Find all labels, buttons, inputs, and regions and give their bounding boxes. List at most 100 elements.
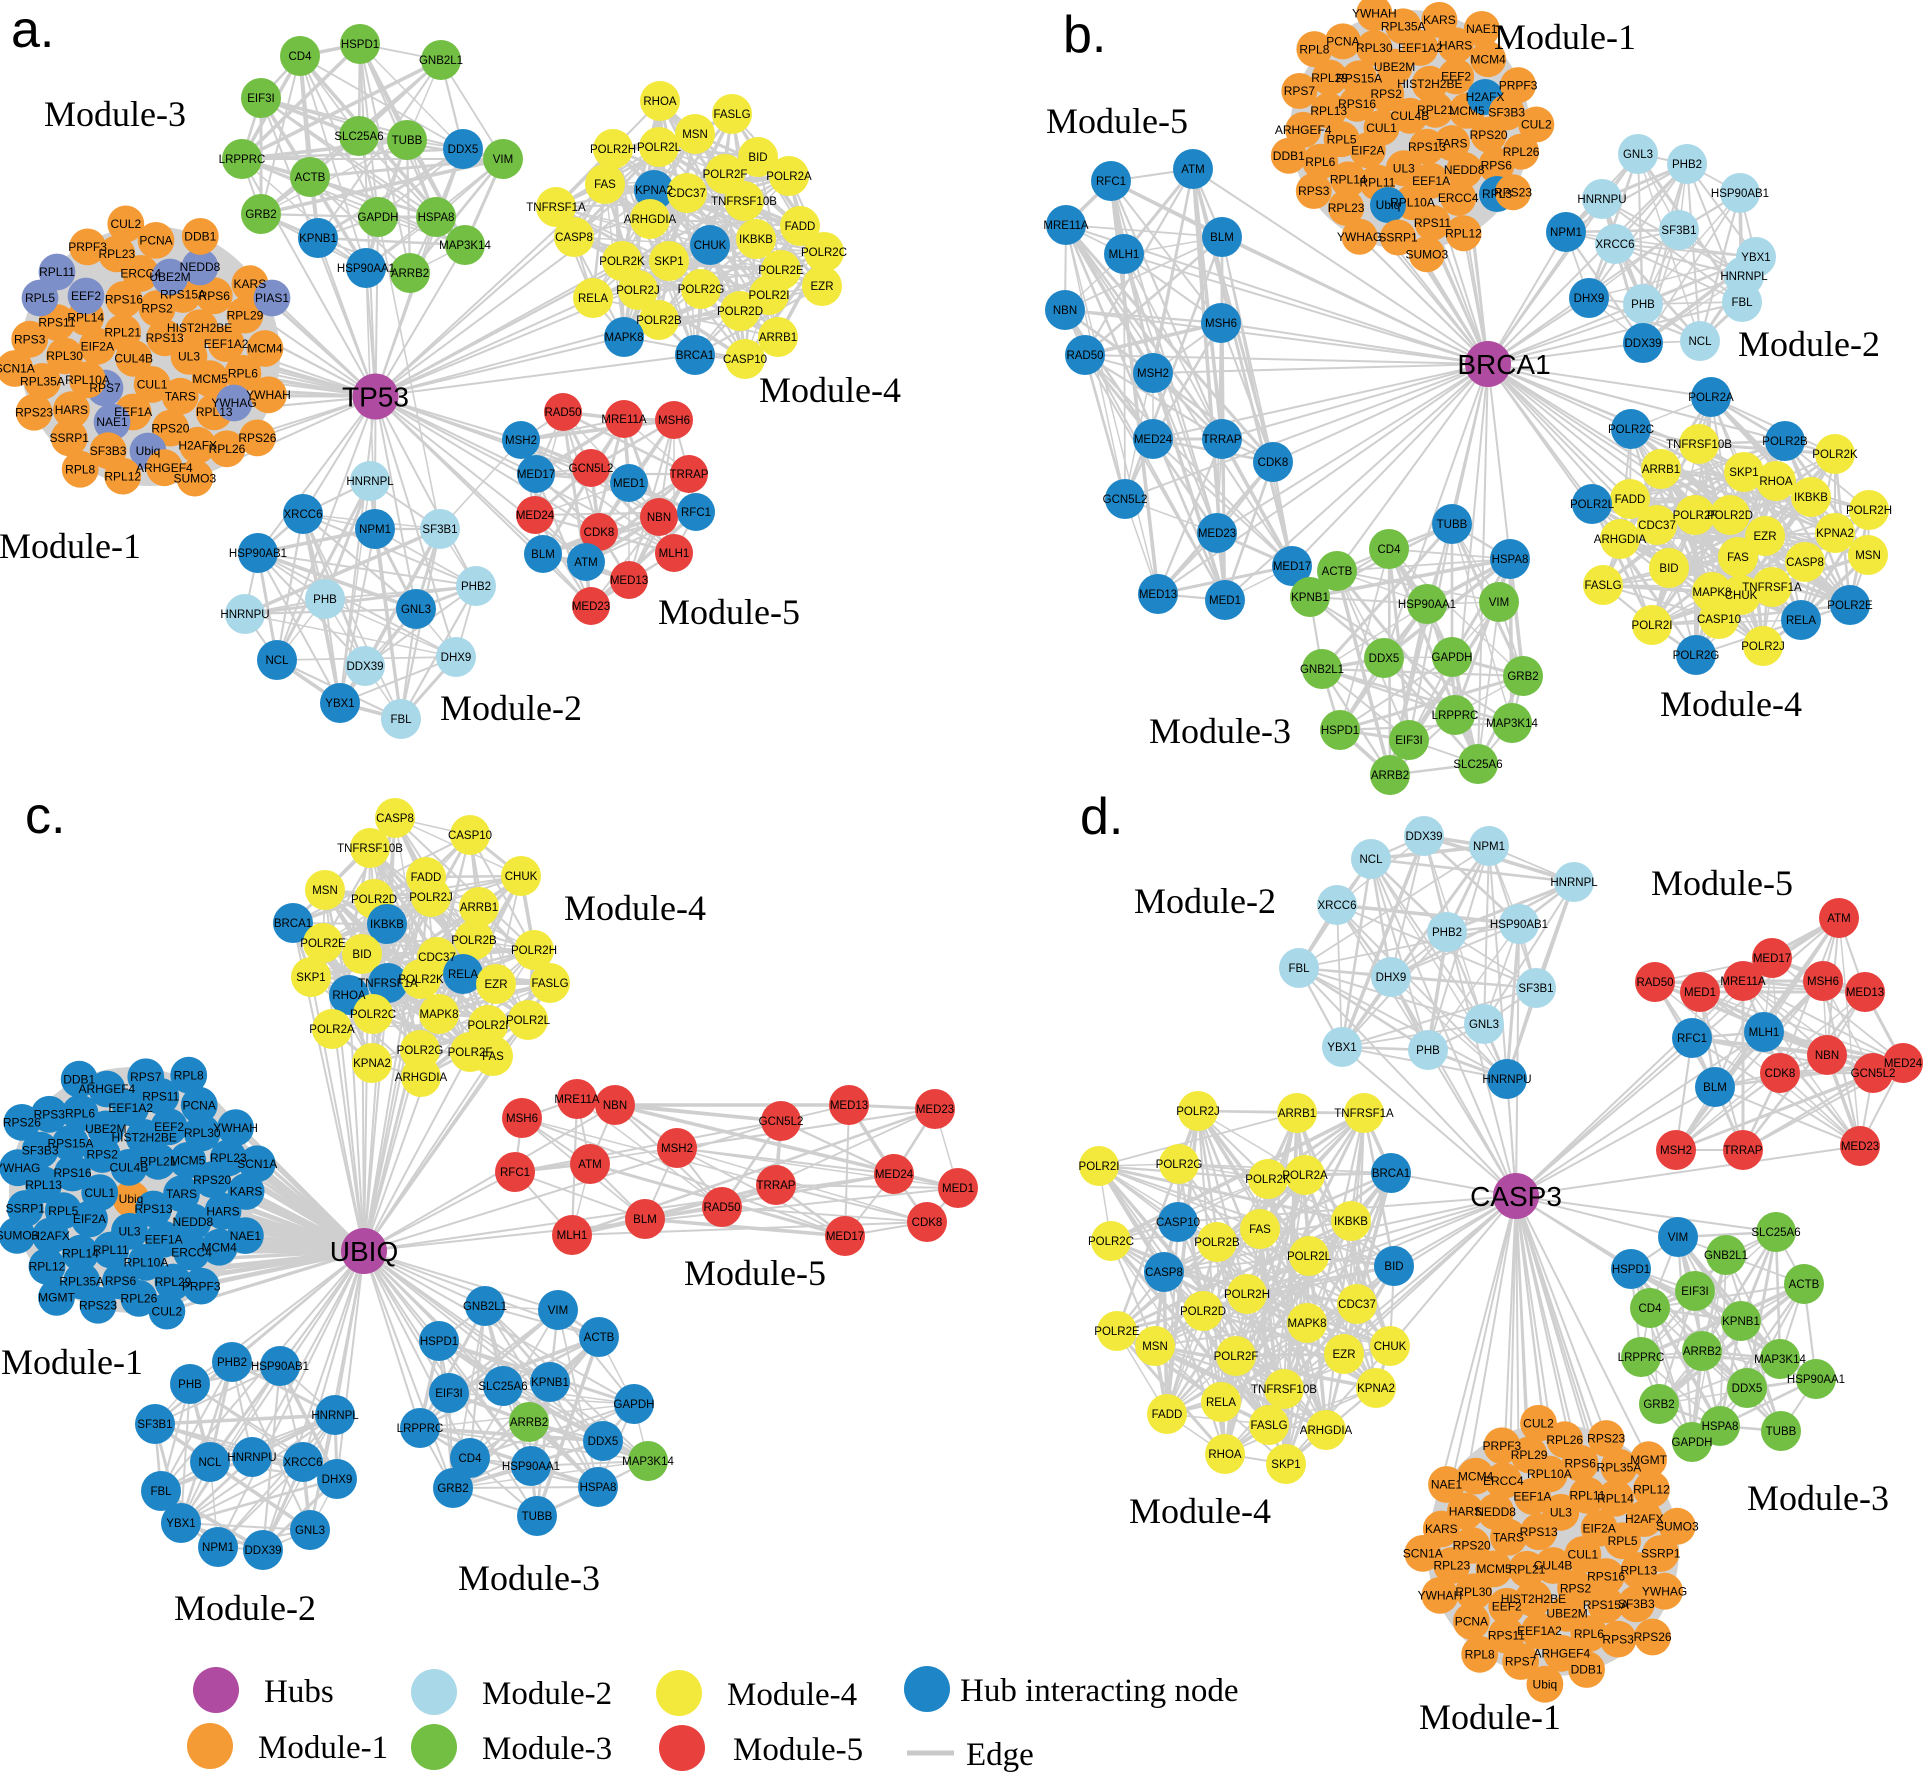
svg-text:SF3B1: SF3B1 <box>137 1419 172 1431</box>
svg-text:MSN: MSN <box>1142 1341 1168 1353</box>
svg-text:POLR2D: POLR2D <box>717 306 763 318</box>
svg-text:RPL29: RPL29 <box>1311 71 1348 85</box>
svg-text:RPL21: RPL21 <box>104 326 141 340</box>
svg-text:SSRP1: SSRP1 <box>1641 1547 1681 1561</box>
svg-text:POLR2B: POLR2B <box>1762 436 1808 448</box>
svg-text:GNL3: GNL3 <box>295 1525 325 1537</box>
svg-text:MED24: MED24 <box>516 510 555 522</box>
svg-text:POLR2A: POLR2A <box>1688 392 1734 404</box>
svg-text:Module-4: Module-4 <box>1129 1491 1271 1531</box>
svg-text:FBL: FBL <box>150 1486 172 1498</box>
svg-text:Module-5: Module-5 <box>658 592 800 632</box>
svg-text:RPL8: RPL8 <box>1299 42 1329 56</box>
svg-text:MSH6: MSH6 <box>1807 976 1839 988</box>
svg-text:RHOA: RHOA <box>332 990 366 1002</box>
svg-text:MED1: MED1 <box>613 478 645 490</box>
svg-text:TUBB: TUBB <box>522 1511 553 1523</box>
svg-text:UBE2M: UBE2M <box>1546 1607 1587 1621</box>
svg-text:MED13: MED13 <box>830 1100 868 1112</box>
svg-text:BRCA1: BRCA1 <box>1457 349 1550 380</box>
svg-text:SF3B1: SF3B1 <box>1518 983 1553 995</box>
svg-text:MAPK8: MAPK8 <box>420 1009 459 1021</box>
svg-text:NEDD8: NEDD8 <box>180 260 221 274</box>
svg-text:HSPA8: HSPA8 <box>580 1482 617 1494</box>
svg-text:RPL26: RPL26 <box>1503 145 1540 159</box>
svg-text:RELA: RELA <box>1786 615 1816 627</box>
svg-text:IKBKB: IKBKB <box>1794 492 1828 504</box>
svg-text:BRCA1: BRCA1 <box>1372 1168 1410 1180</box>
svg-text:RELA: RELA <box>1206 1397 1236 1409</box>
svg-text:Module-4: Module-4 <box>759 370 901 410</box>
svg-text:POLR2E: POLR2E <box>758 265 804 277</box>
svg-text:CASP10: CASP10 <box>1697 614 1741 626</box>
svg-text:LRPPRC: LRPPRC <box>1618 1352 1665 1364</box>
svg-text:IKBKB: IKBKB <box>1334 1216 1368 1228</box>
svg-text:LRPPRC: LRPPRC <box>1432 710 1479 722</box>
svg-text:HNRNPU: HNRNPU <box>227 1452 276 1464</box>
svg-text:NCL: NCL <box>198 1457 222 1469</box>
svg-text:CASP8: CASP8 <box>376 813 414 825</box>
svg-text:NCL: NCL <box>1359 854 1383 866</box>
svg-text:CDK8: CDK8 <box>584 527 615 539</box>
svg-text:GNL3: GNL3 <box>1469 1019 1499 1031</box>
svg-text:KPNB1: KPNB1 <box>299 233 337 245</box>
svg-text:POLR2L: POLR2L <box>506 1015 551 1027</box>
svg-text:RPS3: RPS3 <box>1298 184 1330 198</box>
svg-text:MED24: MED24 <box>875 1169 914 1181</box>
svg-text:PRPF3: PRPF3 <box>1499 78 1538 92</box>
svg-text:SSRP1: SSRP1 <box>50 431 90 445</box>
svg-text:XRCC6: XRCC6 <box>1596 239 1635 251</box>
svg-text:RAD50: RAD50 <box>1066 350 1103 362</box>
svg-text:EEF1A: EEF1A <box>1513 1490 1551 1504</box>
svg-text:POLR2D: POLR2D <box>1180 1306 1226 1318</box>
svg-text:XRCC6: XRCC6 <box>284 1457 323 1469</box>
svg-text:SF3B3: SF3B3 <box>90 444 127 458</box>
svg-text:PCNA: PCNA <box>183 1098 216 1112</box>
svg-text:POLR2H: POLR2H <box>590 144 636 156</box>
svg-text:MSH2: MSH2 <box>505 435 537 447</box>
svg-text:MAP3K14: MAP3K14 <box>622 1456 674 1468</box>
svg-text:ARHGDIA: ARHGDIA <box>1300 1425 1353 1437</box>
svg-text:BLM: BLM <box>633 1214 657 1226</box>
svg-text:POLR2C: POLR2C <box>801 247 847 259</box>
svg-text:RPL35A: RPL35A <box>59 1274 104 1288</box>
svg-text:GNB2L1: GNB2L1 <box>1300 664 1344 676</box>
svg-text:YBX1: YBX1 <box>166 1518 195 1530</box>
svg-text:GNB2L1: GNB2L1 <box>463 1301 507 1313</box>
svg-text:MRE11A: MRE11A <box>1720 976 1765 988</box>
svg-text:MSN: MSN <box>312 885 338 897</box>
svg-text:Module-1: Module-1 <box>0 526 141 566</box>
svg-text:EIF3I: EIF3I <box>1395 735 1422 747</box>
svg-text:TNFRSF1A: TNFRSF1A <box>526 202 586 214</box>
svg-text:POLR2E: POLR2E <box>1827 600 1873 612</box>
svg-text:RPL10A: RPL10A <box>124 1256 169 1270</box>
svg-text:RPL11: RPL11 <box>39 265 75 279</box>
svg-text:RPL8: RPL8 <box>174 1068 204 1082</box>
svg-text:CASP8: CASP8 <box>1145 1267 1183 1279</box>
svg-text:ERCC4: ERCC4 <box>1438 191 1479 205</box>
svg-text:PHB2: PHB2 <box>461 581 491 593</box>
svg-text:RPS11: RPS11 <box>1488 1628 1525 1642</box>
svg-text:ACTB: ACTB <box>295 172 326 184</box>
svg-text:POLR2G: POLR2G <box>678 284 725 296</box>
svg-text:TUBB: TUBB <box>1766 1426 1797 1438</box>
svg-text:HNRNPU: HNRNPU <box>220 609 269 621</box>
svg-text:ARHGDIA: ARHGDIA <box>1594 534 1647 546</box>
svg-text:RPL26: RPL26 <box>1546 1433 1583 1447</box>
svg-text:RPL12: RPL12 <box>1445 226 1482 240</box>
svg-text:DDB1: DDB1 <box>184 230 216 244</box>
svg-text:POLR2L: POLR2L <box>637 142 682 154</box>
svg-text:BLM: BLM <box>1703 1082 1727 1094</box>
svg-text:CUL1: CUL1 <box>1366 121 1397 135</box>
svg-text:GAPDH: GAPDH <box>1672 1437 1713 1449</box>
svg-text:RPS6: RPS6 <box>105 1274 137 1288</box>
svg-text:POLR2B: POLR2B <box>1194 1237 1240 1249</box>
svg-text:PRPF3: PRPF3 <box>182 1279 221 1293</box>
svg-text:Module-2: Module-2 <box>174 1588 316 1628</box>
svg-text:HNRNPL: HNRNPL <box>1720 271 1768 283</box>
svg-text:HSP90AB1: HSP90AB1 <box>1490 919 1548 931</box>
svg-text:TNFRSF1A: TNFRSF1A <box>1742 582 1802 594</box>
svg-text:Module-3: Module-3 <box>482 1731 612 1767</box>
svg-text:SCN1A: SCN1A <box>1403 1547 1443 1561</box>
svg-text:DDX5: DDX5 <box>588 1436 619 1448</box>
